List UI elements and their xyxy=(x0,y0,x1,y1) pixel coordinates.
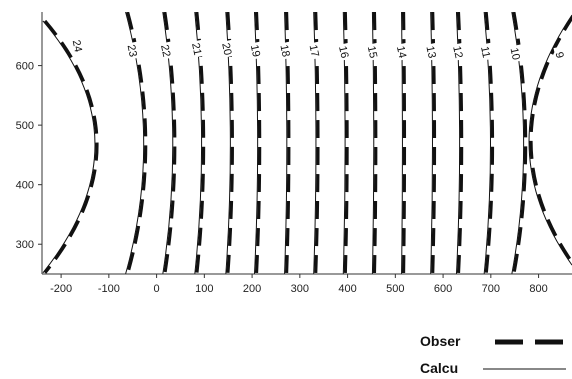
legend-label-calcu: Calcu xyxy=(420,360,458,376)
y-tick-label: 300 xyxy=(16,239,34,251)
contour-label-18: 18 xyxy=(277,41,295,60)
x-tick-label: -200 xyxy=(50,283,72,295)
x-tick-label: 700 xyxy=(482,283,500,295)
svg-text:15: 15 xyxy=(365,45,379,59)
x-tick-label: 500 xyxy=(386,283,404,295)
x-tick-label: 400 xyxy=(338,283,356,295)
x-tick-label: 100 xyxy=(195,283,213,295)
svg-text:22: 22 xyxy=(158,44,172,58)
contour-label-17: 17 xyxy=(307,41,324,60)
y-tick-label: 400 xyxy=(16,180,34,192)
legend: Obser Calcu xyxy=(420,333,568,376)
svg-text:10: 10 xyxy=(508,47,522,61)
contour-label-24: 24 xyxy=(70,36,87,55)
x-tick-label: 200 xyxy=(243,283,261,295)
svg-text:21: 21 xyxy=(189,42,203,56)
svg-text:11: 11 xyxy=(478,45,492,59)
contour-label-23: 23 xyxy=(125,41,142,60)
contour-label-15: 15 xyxy=(365,42,382,61)
y-tick-label: 500 xyxy=(16,120,34,132)
svg-text:14: 14 xyxy=(394,45,408,59)
x-tick-label: 600 xyxy=(434,283,452,295)
contour-label-22: 22 xyxy=(158,41,175,60)
legend-label-obser: Obser xyxy=(420,333,461,349)
contour-label-16: 16 xyxy=(336,42,353,61)
svg-text:9: 9 xyxy=(553,51,566,59)
svg-text:17: 17 xyxy=(307,44,321,58)
contour-label-11: 11 xyxy=(478,42,495,61)
contour-label-13: 13 xyxy=(424,42,441,61)
svg-text:16: 16 xyxy=(336,45,350,59)
plot-area: 24 23 22 21 20 19 18 17 16 15 14 13 12 11 10 9 xyxy=(42,12,572,274)
svg-text:18: 18 xyxy=(277,44,291,58)
contour-label-12: 12 xyxy=(450,42,467,61)
contour-label-10: 10 xyxy=(508,44,525,63)
obs-contour-24 xyxy=(43,19,99,274)
contour-label-9: 9 xyxy=(553,45,569,64)
svg-text:12: 12 xyxy=(450,45,464,59)
axes: -200 -100 0 100 200 300 400 500 600 700 800 300 400 5… xyxy=(16,12,572,295)
contour-label-14: 14 xyxy=(394,42,411,61)
x-tick-label: 800 xyxy=(529,283,547,295)
contour-label-21: 21 xyxy=(189,39,206,58)
svg-text:13: 13 xyxy=(424,45,438,59)
contour-label-19: 19 xyxy=(248,41,265,60)
svg-text:19: 19 xyxy=(248,44,262,58)
x-tick-label: 0 xyxy=(154,283,160,295)
svg-text:24: 24 xyxy=(70,39,84,53)
svg-text:20: 20 xyxy=(219,42,233,56)
calc-contour-24 xyxy=(42,20,96,274)
obs-contour-9 xyxy=(529,15,572,265)
contour-label-20: 20 xyxy=(219,39,236,58)
calc-contour-9 xyxy=(528,14,572,266)
svg-text:23: 23 xyxy=(125,44,139,58)
y-tick-label: 600 xyxy=(16,61,34,73)
x-tick-label: 300 xyxy=(291,283,309,295)
x-tick-label: -100 xyxy=(98,283,120,295)
